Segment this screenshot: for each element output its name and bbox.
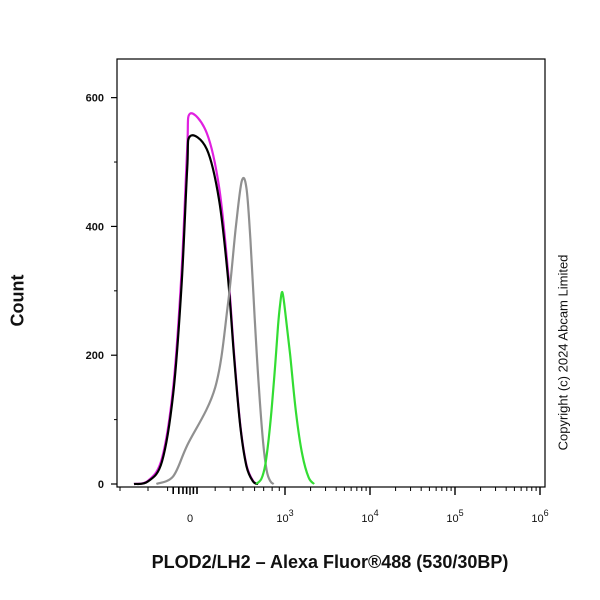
x-tick-label: 104 <box>361 508 378 525</box>
histogram-series <box>133 112 315 486</box>
y-tick-label: 600 <box>86 93 104 105</box>
histogram-line-2 <box>133 134 259 486</box>
copyright-box: Copyright (c) 2024 Abcam Limited <box>553 212 573 492</box>
x-axis: 0 103 104 105 106 <box>119 487 549 525</box>
y-tick-label: 0 <box>98 479 104 491</box>
histogram-line-3 <box>155 176 275 486</box>
copyright-text: Copyright (c) 2024 Abcam Limited <box>555 254 571 450</box>
plot-frame <box>116 58 546 488</box>
histogram-line-4 <box>255 290 315 485</box>
x-tick-label: 105 <box>446 508 463 525</box>
x-tick-label: 103 <box>276 508 293 525</box>
y-axis-label-box: Count <box>6 200 30 400</box>
y-axis-label: Count <box>7 274 28 326</box>
y-tick-label: 400 <box>86 221 104 233</box>
x-tick-label: 106 <box>531 508 548 525</box>
x-axis-label: PLOD2/LH2 – Alexa Fluor®488 (530/30BP) <box>151 552 509 572</box>
y-axis: 0 200 400 600 <box>86 93 117 491</box>
y-tick-label: 200 <box>86 350 104 362</box>
x-tick-label: 0 <box>187 513 193 525</box>
